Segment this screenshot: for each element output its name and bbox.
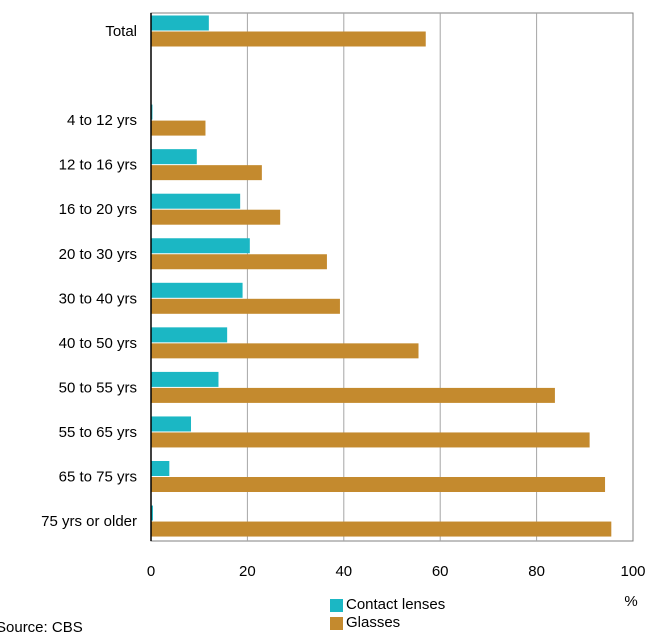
x-tick-label-60: 60	[432, 563, 449, 580]
category-label: 75 yrs or older	[41, 513, 137, 530]
glasses-bar	[151, 343, 419, 359]
category-label: 30 to 40 yrs	[59, 290, 137, 307]
category-label: 65 to 75 yrs	[59, 469, 137, 486]
x-unit-label: %	[624, 593, 637, 610]
plot-area	[150, 12, 634, 542]
category-label: 55 to 65 yrs	[59, 424, 137, 441]
contact-lenses-bar	[151, 238, 250, 254]
contact-lenses-bar	[151, 193, 241, 209]
legend-swatch-contact-lenses	[330, 598, 343, 612]
glasses-bar	[151, 298, 340, 314]
glasses-bar	[151, 387, 555, 403]
glasses-bar	[151, 477, 606, 492]
legend-swatch-glasses	[330, 616, 343, 630]
glasses-bar	[151, 254, 327, 270]
gridlines	[246, 13, 538, 541]
contact-lenses-bar	[151, 282, 243, 298]
x-tick-label-20: 20	[239, 563, 256, 580]
legend-label-contact-lenses: Contact lenses	[346, 596, 446, 613]
legend-label-glasses: Glasses	[346, 614, 401, 631]
contact-lenses-bar	[151, 149, 197, 165]
contact-lenses-bar	[151, 371, 219, 387]
x-axis-ticks: 0 20 40 60 80 100	[147, 563, 646, 580]
category-label: 12 to 16 yrs	[59, 157, 137, 174]
contact-lenses-bar	[151, 15, 209, 31]
category-labels: Total 4 to 12 yrs 12 to 16 yrs 16 to 20 yrs…	[41, 23, 137, 530]
category-label: 20 to 30 yrs	[59, 246, 137, 263]
legend-item-contact-lenses: Contact lenses	[330, 596, 445, 614]
x-tick-label-0: 0	[147, 563, 155, 580]
contact-lenses-bar	[151, 461, 170, 476]
bars	[151, 15, 612, 537]
category-label: 16 to 20 yrs	[59, 201, 137, 218]
plot-frame	[150, 12, 634, 542]
legend-item-glasses: Glasses	[330, 614, 445, 632]
contact-lenses-bar	[151, 327, 228, 343]
source-note: Source: CBS	[0, 619, 83, 636]
x-tick-label-80: 80	[528, 563, 545, 580]
glasses-bar	[151, 432, 590, 448]
glasses-bar	[151, 31, 426, 47]
glasses-bar	[151, 165, 262, 181]
category-label: 4 to 12 yrs	[67, 112, 137, 129]
x-tick-label-40: 40	[335, 563, 352, 580]
glasses-bar	[151, 120, 206, 136]
glasses-bar	[151, 209, 281, 225]
category-label: 40 to 50 yrs	[59, 335, 137, 352]
x-tick-label-100: 100	[620, 563, 645, 580]
contact-lenses-bar	[151, 416, 192, 432]
glasses-bar	[151, 521, 612, 537]
legend: Contact lenses Glasses	[330, 596, 445, 632]
category-label: Total	[105, 23, 137, 40]
category-label: 50 to 55 yrs	[59, 379, 137, 396]
contact-lenses-bar	[151, 505, 153, 521]
